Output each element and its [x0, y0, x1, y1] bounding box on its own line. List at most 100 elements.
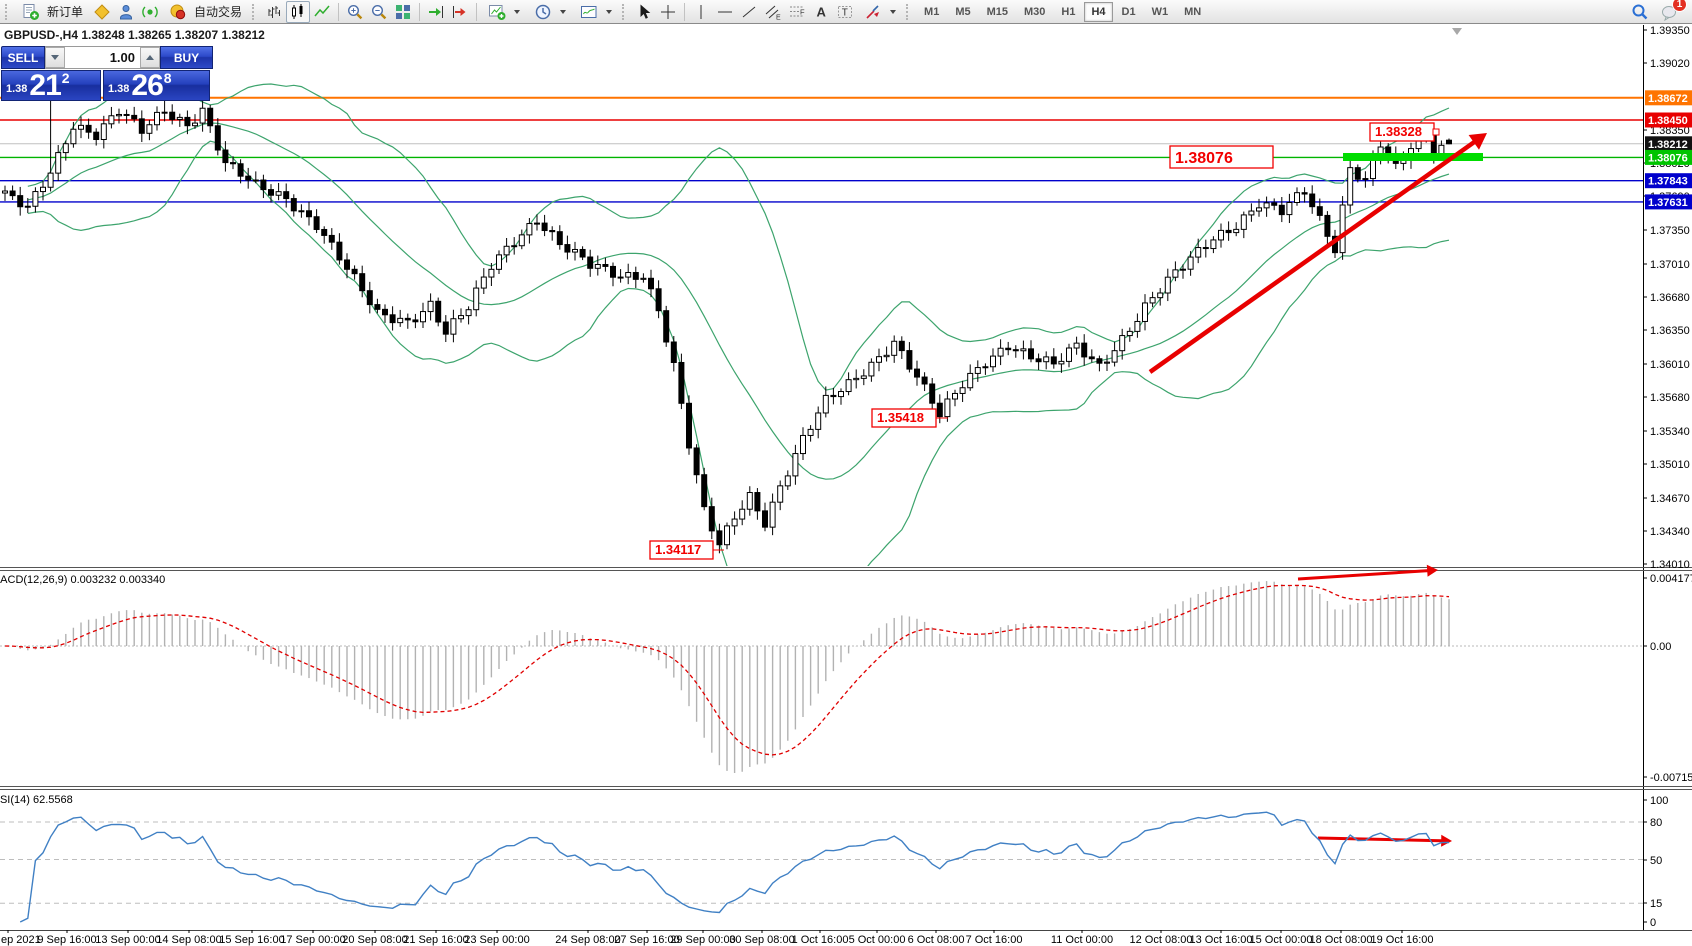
- crosshair-icon[interactable]: [656, 1, 680, 23]
- svg-text:1.37010: 1.37010: [1650, 259, 1690, 271]
- svg-text:1.37631: 1.37631: [1648, 197, 1688, 209]
- svg-text:17 Sep 00:00: 17 Sep 00:00: [280, 934, 345, 946]
- arrows-button[interactable]: [857, 2, 903, 22]
- svg-text:1.35418: 1.35418: [877, 410, 924, 425]
- clock-icon: [531, 1, 555, 23]
- tab-m5[interactable]: M5: [955, 5, 971, 18]
- toolbar-grip[interactable]: [5, 3, 12, 20]
- svg-text:18 Oct 08:00: 18 Oct 08:00: [1310, 934, 1373, 946]
- deposit-icon[interactable]: [90, 1, 114, 23]
- tab-m30[interactable]: M30: [1024, 5, 1046, 18]
- candlestick-chart-icon[interactable]: [286, 0, 311, 23]
- svg-text:T: T: [842, 7, 848, 18]
- tab-d1[interactable]: D1: [1121, 5, 1136, 18]
- rsi-axis: 100 80 50 15 0: [1643, 795, 1668, 929]
- svg-text:1.38350: 1.38350: [1650, 125, 1690, 137]
- equidistant-channel-icon[interactable]: E: [761, 1, 785, 23]
- volume-input[interactable]: 1.00: [65, 47, 140, 68]
- sell-price-big: 21: [29, 69, 61, 102]
- svg-text:15 Oct 00:00: 15 Oct 00:00: [1250, 934, 1313, 946]
- price-annotation[interactable]: 1.38076: [1169, 145, 1274, 169]
- svg-text:12 Oct 08:00: 12 Oct 08:00: [1130, 934, 1193, 946]
- toolbar-grip[interactable]: [252, 3, 259, 20]
- svg-text:1.35340: 1.35340: [1650, 426, 1690, 438]
- one-click-trading-panel: SELL 1.00 BUY 1.38 21 2 1.38 26 8: [1, 46, 213, 101]
- rsi-panel: [0, 811, 1643, 923]
- sell-price-display[interactable]: 1.38 21 2: [1, 70, 101, 101]
- fibonacci-icon[interactable]: F: [785, 1, 809, 23]
- chart-shift-icon[interactable]: [448, 1, 472, 23]
- auto-trading-button[interactable]: 自动交易: [162, 2, 249, 22]
- candlestick-series: [2, 80, 1452, 554]
- signal-icon[interactable]: [138, 1, 162, 23]
- svg-text:20 Sep 08:00: 20 Sep 08:00: [342, 934, 407, 946]
- buy-price-display[interactable]: 1.38 26 8: [103, 70, 210, 101]
- periods-button[interactable]: [527, 2, 573, 22]
- price-annotation[interactable]: 1.34117: [649, 540, 724, 560]
- svg-text:9 Sep 16:00: 9 Sep 16:00: [37, 934, 96, 946]
- price-annotation[interactable]: 1.38328: [1369, 122, 1440, 142]
- cursor-icon[interactable]: [632, 1, 656, 23]
- chevron-down-icon: [514, 9, 521, 14]
- main-toolbar: 新订单 自动交易: [0, 0, 1692, 24]
- zoom-out-icon[interactable]: [367, 1, 391, 23]
- svg-text:1.34340: 1.34340: [1650, 526, 1690, 538]
- tab-h4[interactable]: H4: [1084, 1, 1113, 22]
- svg-text:1.38212: 1.38212: [1648, 139, 1688, 151]
- indicators-button[interactable]: [481, 2, 527, 22]
- price-badge: 1.38672: [1645, 90, 1692, 106]
- tile-windows-icon[interactable]: [391, 1, 415, 23]
- svg-text:13 Sep 00:00: 13 Sep 00:00: [95, 934, 160, 946]
- vertical-line-icon[interactable]: [689, 1, 713, 23]
- toolbar-grip[interactable]: [622, 3, 629, 20]
- support-zone[interactable]: [1343, 153, 1483, 161]
- price-badge: 1.38212: [1645, 136, 1692, 152]
- svg-text:E: E: [776, 14, 781, 21]
- chart-title: GBPUSD-,H4 1.38248 1.38265 1.38207 1.382…: [4, 28, 265, 42]
- volume-increase-button[interactable]: [140, 47, 160, 68]
- svg-text:50: 50: [1650, 855, 1662, 867]
- notifications-button[interactable]: 1: [1658, 0, 1687, 23]
- chart-shift-marker-g[interactable]: [1452, 28, 1462, 35]
- svg-text:1.34670: 1.34670: [1650, 493, 1690, 505]
- templates-button[interactable]: [573, 2, 619, 22]
- volume-decrease-button[interactable]: [45, 47, 65, 68]
- chart-shift-marker[interactable]: [1452, 28, 1462, 35]
- tab-h1[interactable]: H1: [1061, 5, 1076, 18]
- horizontal-level-lines[interactable]: [0, 96, 1643, 203]
- svg-text:1.37843: 1.37843: [1648, 176, 1688, 188]
- new-order-button[interactable]: 新订单: [15, 2, 90, 22]
- bar-chart-icon[interactable]: [262, 1, 286, 23]
- trend-arrows[interactable]: [1148, 133, 1487, 847]
- rsi-label-g: RSI(14) 62.5568: [0, 794, 73, 806]
- svg-text:0.004177: 0.004177: [1650, 573, 1692, 585]
- price-annotation[interactable]: 1.35418: [871, 408, 948, 428]
- line-chart-icon[interactable]: [310, 1, 334, 23]
- tab-mn[interactable]: MN: [1184, 5, 1202, 18]
- sell-button[interactable]: SELL: [1, 46, 45, 69]
- horizontal-line-icon[interactable]: [713, 1, 737, 23]
- tab-m1[interactable]: M1: [924, 5, 940, 18]
- svg-text:0.00: 0.00: [1650, 641, 1671, 653]
- toolbar-grip[interactable]: [906, 3, 913, 20]
- auto-scroll-icon[interactable]: [424, 1, 448, 23]
- buy-button[interactable]: BUY: [160, 46, 213, 69]
- price-annotations[interactable]: 1.38076 1.38328 1.35418 1.34117: [649, 122, 1440, 560]
- tab-w1[interactable]: W1: [1151, 5, 1169, 18]
- macd-label-g: MACD(12,26,9) 0.003232 0.003340: [0, 574, 165, 586]
- trendline-icon[interactable]: [737, 1, 761, 23]
- text-icon[interactable]: A: [809, 1, 833, 23]
- tab-m15[interactable]: M15: [986, 5, 1008, 18]
- svg-text:1 Oct 16:00: 1 Oct 16:00: [792, 934, 849, 946]
- rsi-label: RSI(14) 62.5568: [0, 794, 73, 806]
- triangle-down-icon: [51, 55, 59, 60]
- svg-text:1.38076: 1.38076: [1648, 152, 1688, 164]
- support-zone-highlight[interactable]: [1343, 153, 1483, 161]
- profile-icon[interactable]: [114, 1, 138, 23]
- search-icon[interactable]: [1628, 1, 1652, 23]
- text-label-icon[interactable]: T: [833, 1, 857, 23]
- price-axis: 1.393501.390201.383501.380201.376901.373…: [1643, 25, 1690, 571]
- zoom-in-icon[interactable]: [343, 1, 367, 23]
